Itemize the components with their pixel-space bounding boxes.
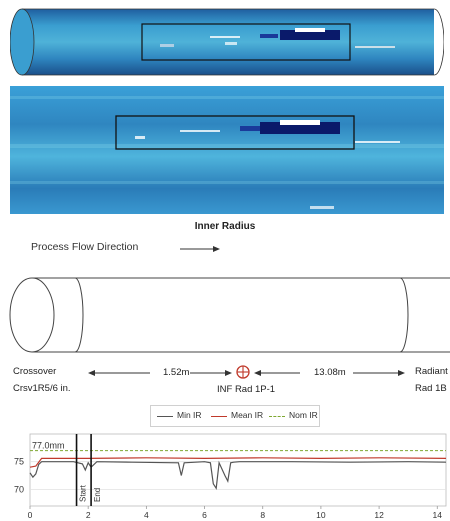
start-marker-label: Start — [79, 484, 88, 502]
end-marker-label: End — [93, 488, 102, 502]
pipe-unrolled-scan — [10, 86, 444, 214]
legend-mean-ir-swatch — [211, 416, 227, 417]
right-distance-arrow-icon — [353, 370, 405, 376]
legend-mean-ir: Mean IR — [231, 410, 264, 420]
series-line-mean-ir — [29, 457, 447, 468]
scan-flat-defect-cluster — [135, 120, 400, 209]
center-right-arrow-icon — [254, 370, 300, 376]
pipe-segment-joint-right — [399, 277, 409, 353]
radiant-label: Radiant — [415, 366, 448, 377]
center-marker-label: INF Rad 1P-1 — [217, 384, 276, 395]
pipe-segment-joint-left — [74, 277, 84, 353]
x-tick-label: 10 — [316, 510, 326, 520]
x-tick-label: 2 — [86, 510, 91, 520]
legend-min-ir: Min IR — [177, 410, 202, 420]
center-left-arrow-icon — [190, 370, 232, 376]
crossover-label: Crossover — [13, 366, 57, 377]
x-tick-label: 12 — [374, 510, 384, 520]
left-distance-label: 1.52m — [163, 367, 190, 378]
scan-flat-defect-box — [115, 115, 355, 150]
radiant-id-label: Rad 1B — [415, 383, 447, 394]
location-marker-row: Crossover Crsv1R5/6 in. 1.52m 13.08m INF… — [0, 360, 450, 400]
plot-area — [29, 433, 447, 507]
x-tick-label: 0 — [28, 510, 33, 520]
x-tick-label: 8 — [260, 510, 265, 520]
pipe-3d-scan — [10, 8, 444, 76]
left-distance-arrow-icon — [88, 370, 150, 376]
x-tick-label: 4 — [144, 510, 149, 520]
inner-radius-profile-chart: 70 75 0 2 4 6 8 10 12 14 Start End 77.0mm — [14, 433, 447, 520]
scan-3d-defect-cluster — [160, 28, 395, 48]
legend-nom-ir: Nom IR — [289, 410, 318, 420]
chart-legend: Min IR Mean IR Nom IR — [150, 405, 320, 427]
right-distance-label: 13.08m — [314, 367, 346, 378]
scan-caption: Inner Radius — [194, 221, 256, 232]
flow-arrow-icon — [180, 246, 220, 252]
y-tick-label: 70 — [14, 484, 24, 494]
crosshair-marker-icon — [236, 365, 250, 379]
crossover-id-label: Crsv1R5/6 in. — [13, 383, 71, 394]
flow-direction-label: Process Flow Direction — [31, 241, 139, 253]
legend-min-ir-swatch — [157, 416, 173, 417]
pipe-outline-diagram — [9, 277, 450, 353]
x-tick-label: 6 — [202, 510, 207, 520]
legend-nom-ir-swatch — [269, 416, 285, 417]
y-tick-label: 75 — [14, 457, 24, 467]
x-tick-label: 14 — [433, 510, 443, 520]
nominal-value-label: 77.0mm — [32, 441, 65, 451]
series-line-min-ir — [29, 460, 447, 491]
scan-3d-defect-box — [141, 23, 351, 61]
